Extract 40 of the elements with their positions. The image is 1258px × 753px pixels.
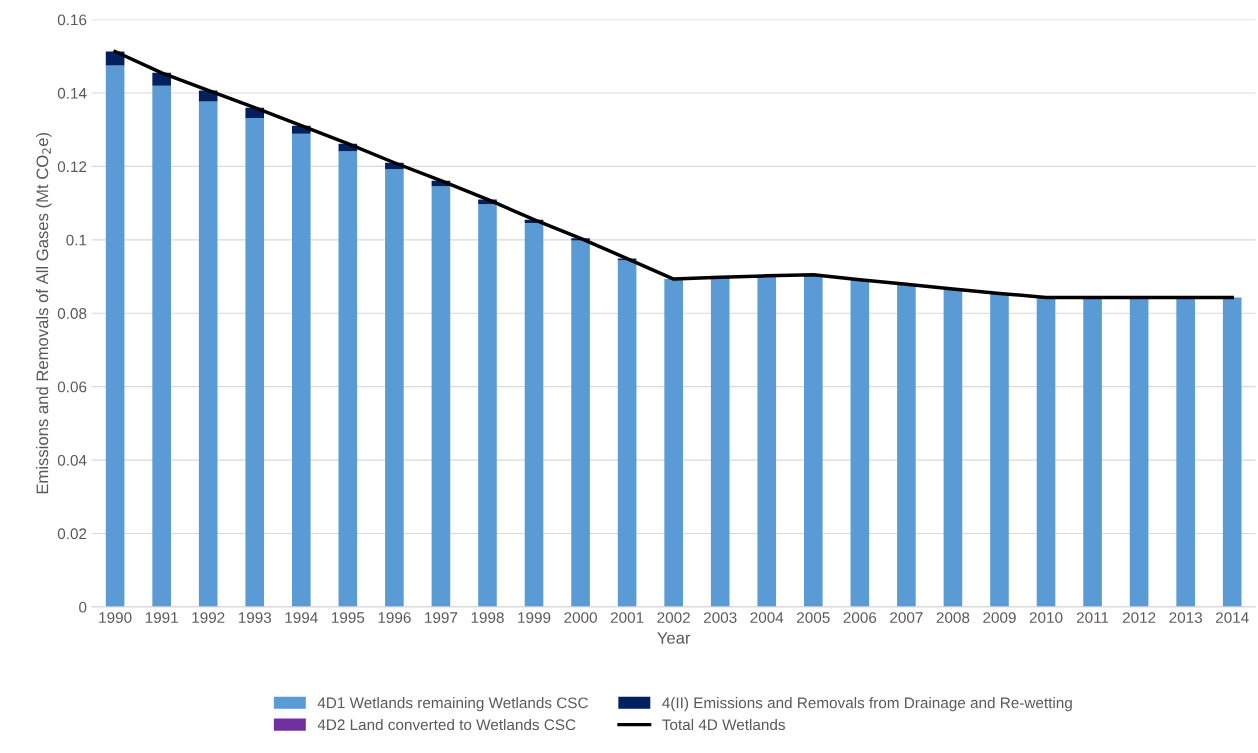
y-tick-label: 0.12 bbox=[57, 161, 87, 173]
legend-label: 4D1 Wetlands remaining Wetlands CSC bbox=[317, 697, 588, 712]
y-tick-label: 0.08 bbox=[57, 308, 87, 319]
x-tick-label: 1998 bbox=[471, 612, 504, 623]
x-tick-label: 2004 bbox=[750, 612, 784, 623]
y-tick-label: 0.04 bbox=[57, 454, 87, 466]
x-tick-label: 1991 bbox=[145, 612, 178, 623]
x-tick-label: 2011 bbox=[1076, 612, 1109, 623]
x-tick-label: 1993 bbox=[238, 612, 272, 623]
x-tick-label: 1999 bbox=[518, 612, 551, 623]
x-tick-label: 2009 bbox=[983, 612, 1016, 623]
legend-label: 4(II) Emissions and Removals from Drainage and Re-wetting bbox=[662, 697, 1072, 712]
y-axis-title: Emissions and Removals of All Gases (Mt CO$_{2}$e) bbox=[36, 132, 52, 494]
legend-label: 4D2 Land converted to Wetlands CSC bbox=[317, 718, 576, 731]
x-tick-label: 2012 bbox=[1122, 612, 1156, 623]
y-tick-label: 0.14 bbox=[57, 87, 87, 99]
legend-label: Total 4D Wetlands bbox=[662, 718, 785, 731]
x-tick-label: 2010 bbox=[1029, 612, 1063, 623]
x-tick-label: 2008 bbox=[936, 612, 970, 623]
x-axis-title: Year bbox=[657, 632, 691, 644]
x-tick-label: 2013 bbox=[1169, 612, 1202, 623]
x-tick-label: 2000 bbox=[564, 612, 597, 623]
x-tick-label: 1992 bbox=[192, 612, 225, 623]
y-tick-label: 0 bbox=[79, 601, 87, 613]
x-tick-label: 1996 bbox=[378, 612, 411, 623]
x-tick-label: 2003 bbox=[703, 612, 737, 623]
x-tick-label: 2014 bbox=[1215, 612, 1249, 623]
x-tick-label: 1994 bbox=[285, 612, 318, 623]
x-tick-label: 2006 bbox=[843, 612, 877, 623]
y-tick-label: 0.1 bbox=[66, 234, 87, 246]
y-tick-label: 0.16 bbox=[57, 14, 87, 26]
x-tick-label: 2005 bbox=[797, 612, 830, 623]
x-tick-label: 1990 bbox=[99, 612, 132, 623]
x-tick-label: 2007 bbox=[890, 612, 923, 623]
x-tick-label: 1995 bbox=[332, 612, 365, 623]
y-tick-label: 0.06 bbox=[57, 381, 87, 393]
y-tick-label: 0.02 bbox=[57, 528, 87, 540]
x-tick-label: 1997 bbox=[425, 612, 458, 623]
x-tick-label: 2002 bbox=[657, 612, 690, 623]
x-tick-label: 2001 bbox=[610, 612, 644, 623]
